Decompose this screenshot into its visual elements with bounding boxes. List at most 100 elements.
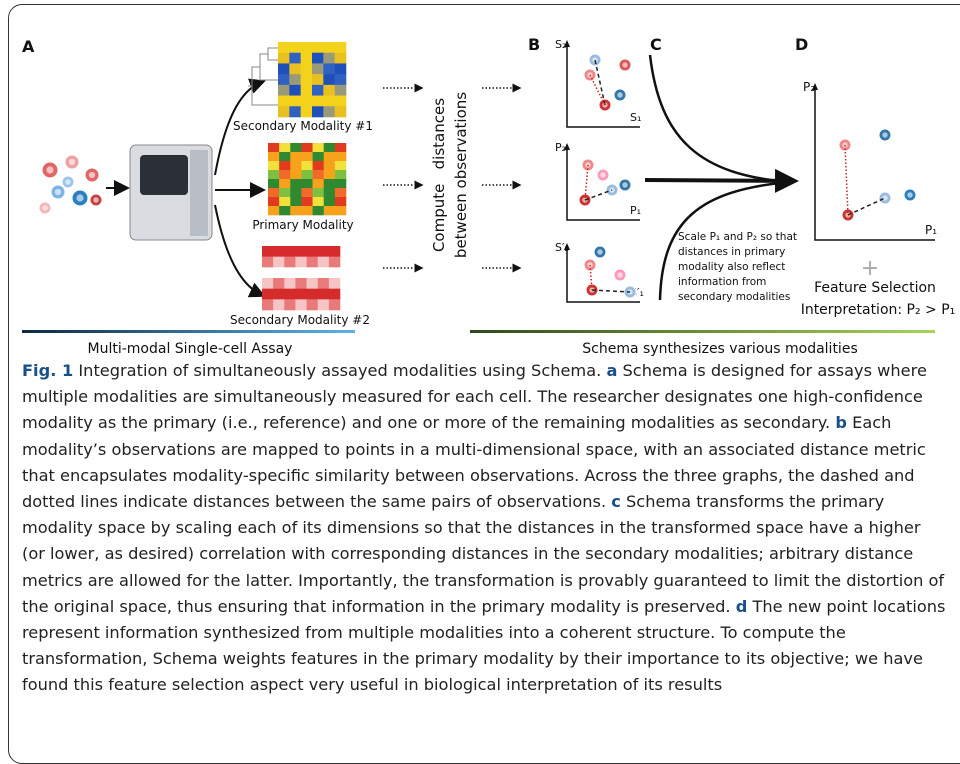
heatmap-cell bbox=[278, 63, 290, 74]
heatmap-cell bbox=[312, 96, 324, 107]
heatmap-cell bbox=[313, 179, 324, 188]
merge-arrow bbox=[645, 180, 795, 181]
heatmap-cell bbox=[329, 278, 340, 289]
heatmap-cell bbox=[324, 197, 335, 206]
cell-nucleus bbox=[597, 249, 602, 254]
heatmap-cell bbox=[324, 143, 335, 152]
heatmap-cell bbox=[284, 299, 295, 310]
cell-nucleus bbox=[55, 189, 61, 195]
scale-note-line: modality also reflect bbox=[678, 261, 785, 273]
heatmap-cell bbox=[268, 170, 279, 179]
heatmap-cell bbox=[289, 42, 301, 53]
heatmap-cell bbox=[313, 188, 324, 197]
heatmap-label: Secondary Modality #2 bbox=[230, 313, 370, 327]
heatmap-cell bbox=[284, 246, 295, 257]
cell-nucleus bbox=[93, 197, 98, 202]
heatmap-cell bbox=[313, 206, 324, 215]
heatmap-cell bbox=[335, 188, 346, 197]
part-letter: c bbox=[611, 492, 621, 511]
heatmap-cell bbox=[329, 267, 340, 278]
plus-sign: + bbox=[861, 256, 879, 281]
heatmap-cell bbox=[278, 85, 290, 96]
heatmap-cell bbox=[335, 53, 347, 64]
heatmap-cell bbox=[289, 74, 301, 85]
cell-nucleus bbox=[76, 194, 83, 201]
heatmap-cell bbox=[318, 246, 329, 257]
heatmap-cell bbox=[284, 267, 295, 278]
heatmap-cell bbox=[335, 152, 346, 161]
heatmap-cell bbox=[301, 170, 312, 179]
heatmap-cell bbox=[278, 53, 290, 64]
heatmap-cell bbox=[312, 53, 324, 64]
page: A B C D Secondary Modality #1 Primary Mo… bbox=[0, 0, 960, 742]
axis-label: P₂ bbox=[555, 141, 566, 154]
heatmap-cell bbox=[323, 42, 335, 53]
heatmap-cell bbox=[323, 85, 335, 96]
caption-title: Integration of simultaneously assayed mo… bbox=[78, 361, 601, 380]
heatmap-cell bbox=[279, 170, 290, 179]
heatmap-cell bbox=[278, 42, 290, 53]
heatmap-label: Secondary Modality #1 bbox=[233, 119, 373, 133]
heatmap-cell bbox=[335, 161, 346, 170]
cell-nucleus bbox=[42, 205, 47, 210]
section-label: Schema synthesizes various modalities bbox=[582, 341, 857, 357]
heatmap-cell bbox=[289, 85, 301, 96]
heatmap-cell bbox=[268, 179, 279, 188]
panel-label: C bbox=[650, 35, 662, 54]
heatmap-cell bbox=[273, 257, 284, 268]
heatmap-cell bbox=[324, 161, 335, 170]
heatmap-cell bbox=[278, 106, 290, 117]
scale-note-line: information from bbox=[678, 276, 766, 288]
heatmap-cell bbox=[335, 197, 346, 206]
heatmap-cell bbox=[323, 106, 335, 117]
cell-nucleus bbox=[89, 172, 95, 178]
axis-label: S₁ bbox=[630, 111, 641, 124]
heatmap-cell bbox=[273, 267, 284, 278]
heatmap-cell bbox=[301, 179, 312, 188]
heatmap-cell bbox=[335, 42, 347, 53]
heatmap-cell bbox=[301, 188, 312, 197]
heatmap-cell bbox=[301, 206, 312, 215]
heatmap-cell bbox=[273, 289, 284, 300]
cell-nucleus bbox=[600, 172, 605, 177]
heatmap-cell bbox=[279, 188, 290, 197]
heatmap-cell bbox=[301, 143, 312, 152]
interpretation: Interpretation: P₂ > P₁ bbox=[801, 302, 956, 318]
heatmap-cell bbox=[301, 106, 313, 117]
heatmap-cell bbox=[335, 106, 347, 117]
cell-nucleus bbox=[617, 92, 622, 97]
heatmap-cell bbox=[295, 267, 306, 278]
machine-screen bbox=[140, 155, 188, 195]
heatmap-cell bbox=[273, 246, 284, 257]
heatmap-cell bbox=[295, 299, 306, 310]
part-letter: a bbox=[606, 361, 617, 380]
heatmap-cell bbox=[312, 74, 324, 85]
axis bbox=[815, 85, 935, 240]
scale-note-line: secondary modalities bbox=[678, 291, 790, 303]
heatmap-cell bbox=[324, 188, 335, 197]
section-bar bbox=[470, 330, 935, 333]
heatmap-cell bbox=[318, 267, 329, 278]
heatmap-cell bbox=[284, 257, 295, 268]
heatmap-cell bbox=[273, 299, 284, 310]
heatmap-cell bbox=[279, 179, 290, 188]
heatmap-cell bbox=[307, 246, 318, 257]
scale-note-line: distances in primary bbox=[678, 246, 785, 258]
heatmap-cell bbox=[335, 179, 346, 188]
distance-dashed bbox=[595, 60, 605, 105]
merge-curve bbox=[650, 55, 790, 182]
heatmap-cell bbox=[279, 197, 290, 206]
heatmap-cell bbox=[262, 257, 273, 268]
heatmap-cell bbox=[323, 74, 335, 85]
heatmap-cell bbox=[307, 289, 318, 300]
heatmap-cell bbox=[290, 170, 301, 179]
heatmap-cell bbox=[318, 289, 329, 300]
heatmap-cell bbox=[335, 85, 347, 96]
heatmap-cell bbox=[313, 197, 324, 206]
heatmap-cell bbox=[268, 197, 279, 206]
heatmap-cell bbox=[268, 206, 279, 215]
cell-nucleus bbox=[622, 62, 627, 67]
dendrogram bbox=[248, 48, 278, 105]
heatmap-cell bbox=[313, 161, 324, 170]
panel-label: D bbox=[795, 35, 808, 54]
